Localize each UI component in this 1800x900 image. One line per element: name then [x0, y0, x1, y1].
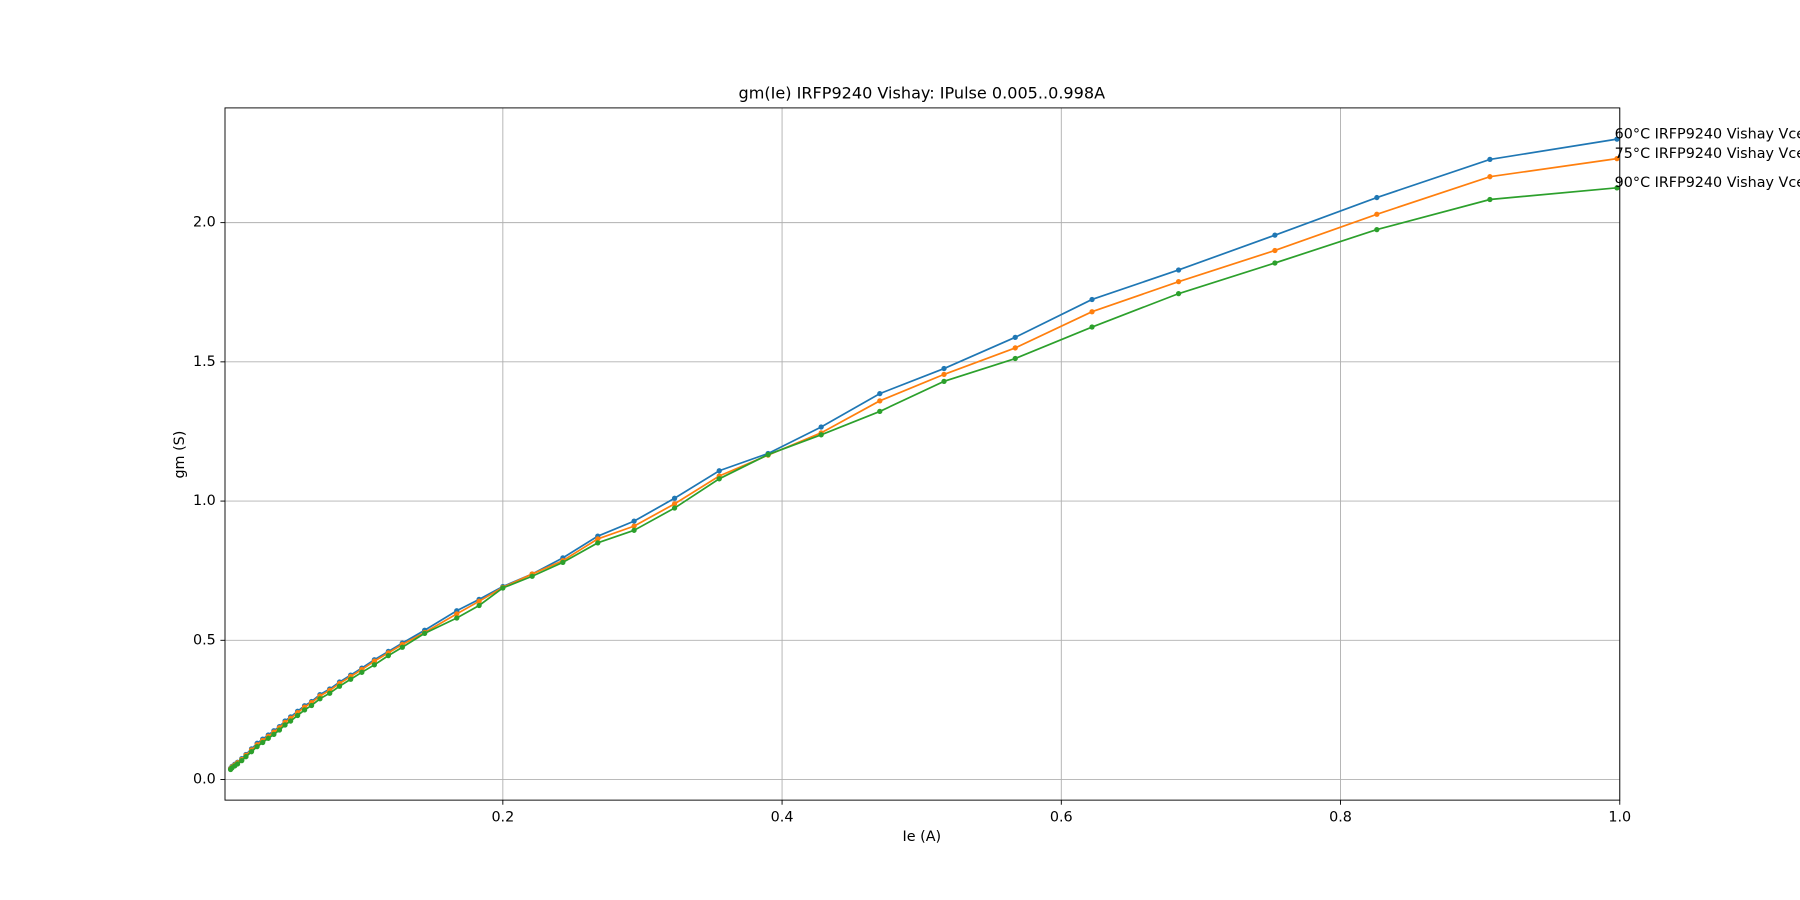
series-label: 60°C IRFP9240 Vishay Vce — [1615, 127, 1800, 143]
data-point — [877, 408, 883, 415]
data-point — [1487, 156, 1493, 163]
data-point — [287, 718, 294, 724]
data-point — [282, 722, 288, 728]
data-point — [716, 476, 722, 482]
data-point — [1374, 211, 1380, 217]
data-point — [631, 527, 637, 533]
y-tick-label: 1.0 — [193, 493, 216, 509]
data-point — [941, 378, 947, 384]
y-tick-label: 0.0 — [193, 772, 216, 788]
data-point — [454, 611, 460, 617]
data-point — [243, 754, 249, 760]
data-point — [1012, 334, 1018, 340]
data-point — [595, 536, 601, 542]
data-point — [327, 690, 333, 696]
data-point — [1175, 290, 1182, 297]
data-point — [631, 518, 637, 524]
data-point — [1012, 345, 1018, 351]
data-point — [317, 696, 323, 702]
data-point — [560, 559, 566, 565]
data-point — [1374, 226, 1380, 233]
series-label: 90°C IRFP9240 Vishay Vce — [1615, 175, 1800, 191]
data-point — [239, 757, 245, 764]
data-point — [1614, 155, 1620, 162]
x-tick-label: 1.0 — [1608, 809, 1631, 825]
data-point — [500, 585, 506, 591]
data-point — [877, 390, 883, 397]
x-axis-label: Ie (A) — [903, 829, 942, 845]
data-point — [1487, 196, 1493, 203]
data-point — [476, 602, 482, 609]
data-point — [371, 658, 378, 664]
data-point — [1614, 185, 1620, 191]
x-tick-label: 0.8 — [1329, 809, 1352, 825]
data-point — [454, 615, 460, 621]
y-tick-label: 1.5 — [193, 354, 216, 370]
data-point — [1487, 174, 1493, 180]
x-tick-label: 0.6 — [1050, 809, 1073, 825]
data-point — [1374, 194, 1380, 201]
data-point — [476, 598, 482, 604]
data-point — [1089, 296, 1095, 303]
data-point — [1089, 309, 1095, 315]
data-point — [336, 683, 343, 689]
series-line — [229, 157, 1618, 770]
y-axis-label: gm (S) — [172, 431, 188, 479]
data-point — [254, 744, 260, 750]
data-point — [265, 735, 271, 741]
series-label: 75°C IRFP9240 Vishay Vce — [1615, 146, 1800, 162]
data-point — [818, 424, 824, 430]
y-tick-label: 0.5 — [193, 632, 216, 648]
data-point — [1175, 267, 1182, 273]
data-point — [260, 739, 266, 746]
y-tick-label: 2.0 — [193, 215, 216, 231]
data-point — [529, 573, 535, 579]
data-point — [1272, 260, 1278, 266]
data-point — [1175, 279, 1182, 285]
data-point — [671, 495, 678, 501]
data-point — [1272, 232, 1278, 238]
data-point — [308, 702, 315, 709]
x-tick-label: 0.4 — [771, 809, 794, 825]
x-tick-label: 0.2 — [491, 809, 514, 825]
data-point — [765, 451, 771, 458]
data-point — [301, 707, 308, 713]
data-point — [227, 766, 234, 773]
data-point — [941, 371, 947, 378]
data-point — [399, 644, 405, 650]
plot-frame — [224, 107, 1621, 801]
data-point — [1089, 324, 1095, 330]
data-point — [348, 676, 354, 682]
data-point — [1614, 136, 1620, 142]
data-point — [941, 365, 947, 372]
data-point — [1012, 355, 1018, 362]
data-point — [716, 468, 722, 474]
data-point — [371, 662, 378, 668]
chart-title: gm(Ie) IRFP9240 Vishay: IPulse 0.005..0.… — [739, 84, 1106, 103]
data-point — [422, 630, 428, 636]
data-point — [595, 540, 601, 546]
series-line — [229, 186, 1618, 771]
data-point — [1272, 247, 1278, 254]
data-point — [671, 505, 678, 511]
series-line — [229, 138, 1618, 769]
data-point — [818, 432, 824, 438]
data-point — [631, 523, 637, 529]
data-point — [671, 501, 678, 507]
data-point — [271, 731, 277, 738]
data-point — [877, 398, 883, 404]
data-point — [359, 669, 365, 675]
data-point — [276, 727, 283, 733]
data-point — [294, 712, 301, 719]
data-point — [248, 749, 255, 755]
data-point — [385, 652, 391, 659]
